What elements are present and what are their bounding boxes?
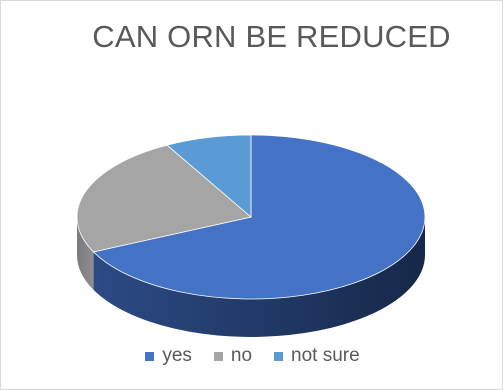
chart-title: CAN ORN BE REDUCED — [92, 19, 451, 54]
legend-swatch-not-sure — [274, 351, 284, 361]
legend-item-no: no — [213, 345, 253, 367]
pie-side-yes — [93, 217, 425, 337]
pie-slice-yes — [92, 134, 426, 300]
legend-label-not-sure: not sure — [291, 345, 360, 366]
chart-legend: yes no not sure — [1, 345, 503, 367]
pie-slice-not-sure — [166, 134, 252, 218]
legend-swatch-no — [213, 351, 223, 361]
legend-item-yes: yes — [145, 345, 192, 367]
legend-label-no: no — [230, 345, 253, 366]
pie-slice-no — [76, 144, 252, 253]
legend-item-not-sure: not sure — [274, 345, 360, 367]
legend-label-yes: yes — [162, 345, 192, 366]
legend-swatch-yes — [145, 351, 155, 361]
